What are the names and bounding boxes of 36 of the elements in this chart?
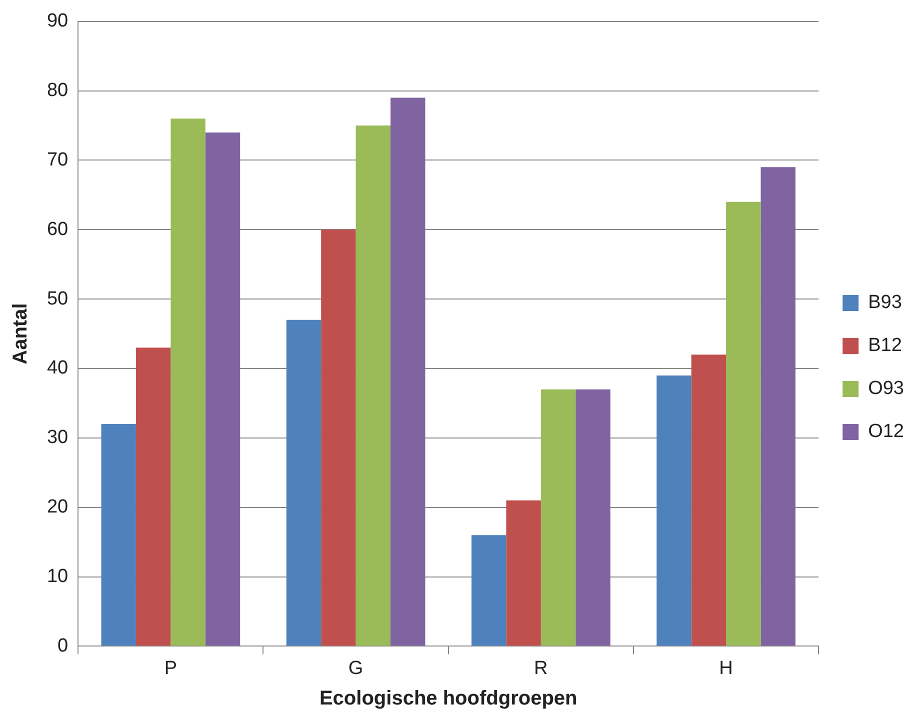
x-tick-label: H (719, 658, 733, 679)
x-tick-label: P (164, 658, 178, 679)
legend-label: B12 (868, 335, 902, 356)
legend-label: B93 (868, 292, 902, 314)
y-tick-label: 40 (46, 358, 68, 379)
y-tick-label: 20 (46, 496, 68, 518)
bar (136, 348, 171, 646)
bar (726, 202, 761, 646)
bar (205, 132, 240, 646)
y-tick-label: 70 (46, 149, 68, 170)
bar (656, 375, 692, 646)
bar (540, 389, 576, 646)
bar (321, 230, 356, 646)
bar (760, 167, 796, 646)
legend-label: O93 (868, 378, 904, 400)
y-tick-label: 60 (46, 218, 68, 240)
bar (101, 424, 136, 646)
y-tick-label: 90 (46, 10, 68, 32)
y-tick-label: 0 (58, 635, 68, 656)
y-tick-label: 80 (46, 80, 68, 102)
y-axis-title: Aantal (10, 303, 32, 364)
bar (170, 118, 206, 646)
x-tick-label: G (348, 658, 364, 679)
y-tick-label: 30 (46, 427, 68, 448)
bar (576, 389, 610, 646)
legend-label: O12 (868, 421, 904, 442)
bar (506, 500, 541, 646)
bar (691, 354, 726, 646)
bar (390, 98, 426, 646)
x-tick-label: R (534, 658, 548, 679)
y-tick-label: 50 (46, 288, 68, 310)
x-axis-title: Ecologische hoofdgroepen (319, 688, 578, 710)
y-tick-label: 10 (46, 566, 68, 588)
bar (286, 320, 322, 646)
bar (356, 126, 391, 646)
bar (472, 535, 506, 646)
